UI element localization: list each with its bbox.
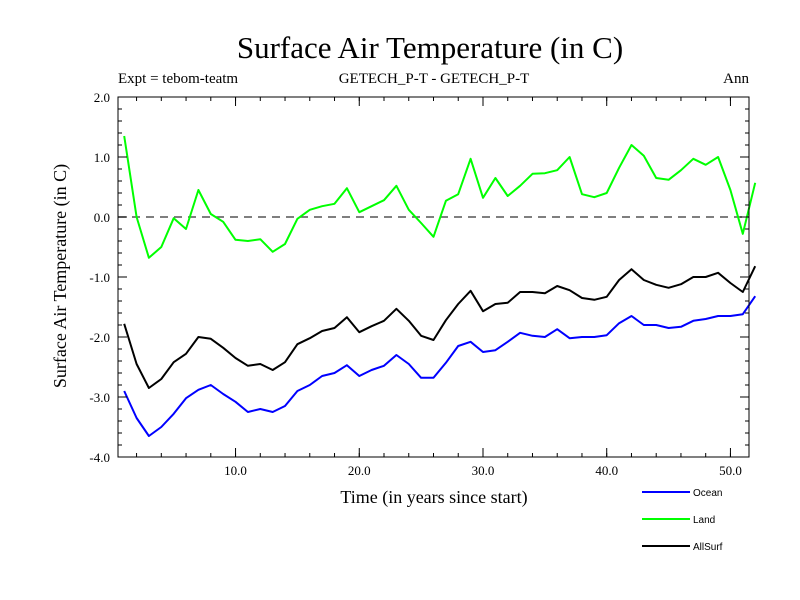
y-tick-label: 2.0 [94, 90, 110, 105]
series-line-land [123, 135, 757, 259]
chart-title: Surface Air Temperature (in C) [237, 30, 623, 65]
y-tick-label: -3.0 [89, 390, 110, 405]
legend-label-allsurf: AllSurf [693, 542, 723, 553]
series-line-ocean [123, 295, 757, 437]
x-tick-label: 20.0 [348, 463, 371, 478]
subtitle-center: GETECH_P-T - GETECH_P-T [339, 71, 530, 87]
subtitle-left: Expt = tebom-teatm [118, 71, 238, 87]
x-tick-label: 50.0 [719, 463, 742, 478]
y-tick-label: 1.0 [94, 150, 110, 165]
legend-label-land: Land [693, 515, 715, 526]
series-line-allsurf [123, 265, 757, 389]
plot-frame [117, 96, 750, 458]
x-tick-label: 40.0 [595, 463, 618, 478]
x-tick-label: 10.0 [224, 463, 247, 478]
legend-label-ocean: Ocean [693, 488, 722, 499]
x-tick-label: 30.0 [472, 463, 495, 478]
x-axis-label: Time (in years since start) [340, 487, 527, 508]
y-tick-label: -4.0 [89, 450, 110, 465]
subtitle-right: Ann [723, 71, 749, 87]
y-tick-label: -2.0 [89, 330, 110, 345]
y-axis-label: Surface Air Temperature (in C) [50, 164, 71, 388]
y-tick-label: -1.0 [89, 270, 110, 285]
y-tick-label: 0.0 [94, 210, 110, 225]
